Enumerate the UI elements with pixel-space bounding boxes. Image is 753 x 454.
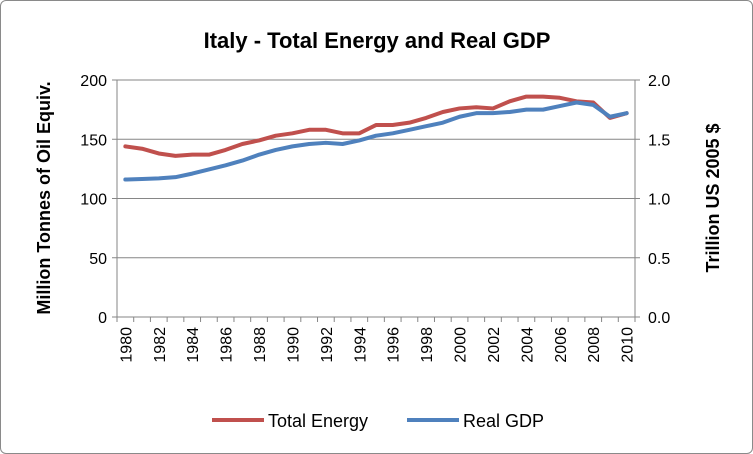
y-tick-label-right: 1.5 — [648, 132, 670, 149]
tick-labels: 0 50 100 150 200 0.0 0.5 1.0 1.5 2.0 1980 1982 1984 1… — [80, 73, 670, 363]
y-tick-label-left: 0 — [98, 310, 107, 327]
series-lines — [123, 94, 629, 182]
x-tick-label: 2008 — [586, 327, 603, 363]
x-tick-label: 2002 — [486, 327, 503, 363]
legend-label-real-gdp: Real GDP — [463, 411, 544, 431]
x-tick-label: 1980 — [118, 327, 135, 363]
y-tick-label-right: 0.0 — [648, 310, 670, 327]
y-tick-label-right: 2.0 — [648, 73, 670, 90]
x-tick-label: 1992 — [319, 327, 336, 363]
x-tick-label: 1994 — [352, 327, 369, 363]
real-gdp-line — [123, 100, 629, 182]
x-tick-label: 1988 — [252, 327, 269, 363]
y-tick-label-right: 1.0 — [648, 192, 670, 209]
x-tick-label: 2006 — [553, 327, 570, 363]
x-tick-label: 1984 — [185, 327, 202, 363]
total-energy-line — [123, 94, 629, 158]
y-tick-label-left: 100 — [80, 192, 107, 209]
y-tick-label-right: 0.5 — [648, 251, 670, 268]
legend-label-total-energy: Total Energy — [268, 411, 368, 431]
x-tick-label: 2004 — [519, 327, 536, 363]
x-tick-label: 1996 — [386, 327, 403, 363]
y-tick-label-left: 200 — [80, 73, 107, 90]
y-tick-label-left: 50 — [89, 251, 107, 268]
gridlines — [117, 79, 635, 259]
axes — [112, 79, 640, 322]
x-tick-label: 1982 — [152, 327, 169, 363]
x-tick-label: 2010 — [620, 327, 637, 363]
x-tick-label: 1990 — [285, 327, 302, 363]
x-tick-label: 1986 — [219, 327, 236, 363]
x-tick-label: 2000 — [453, 327, 470, 363]
y-axis-left-title: Million Tonnes of Oil Equiv. — [34, 81, 54, 314]
chart-title: Italy - Total Energy and Real GDP — [204, 28, 551, 53]
legend: Total Energy Real GDP — [212, 411, 544, 431]
y-tick-label-left: 150 — [80, 132, 107, 149]
x-tick-label: 1998 — [419, 327, 436, 363]
y-axis-right-title: Trillion US 2005 $ — [703, 123, 723, 272]
